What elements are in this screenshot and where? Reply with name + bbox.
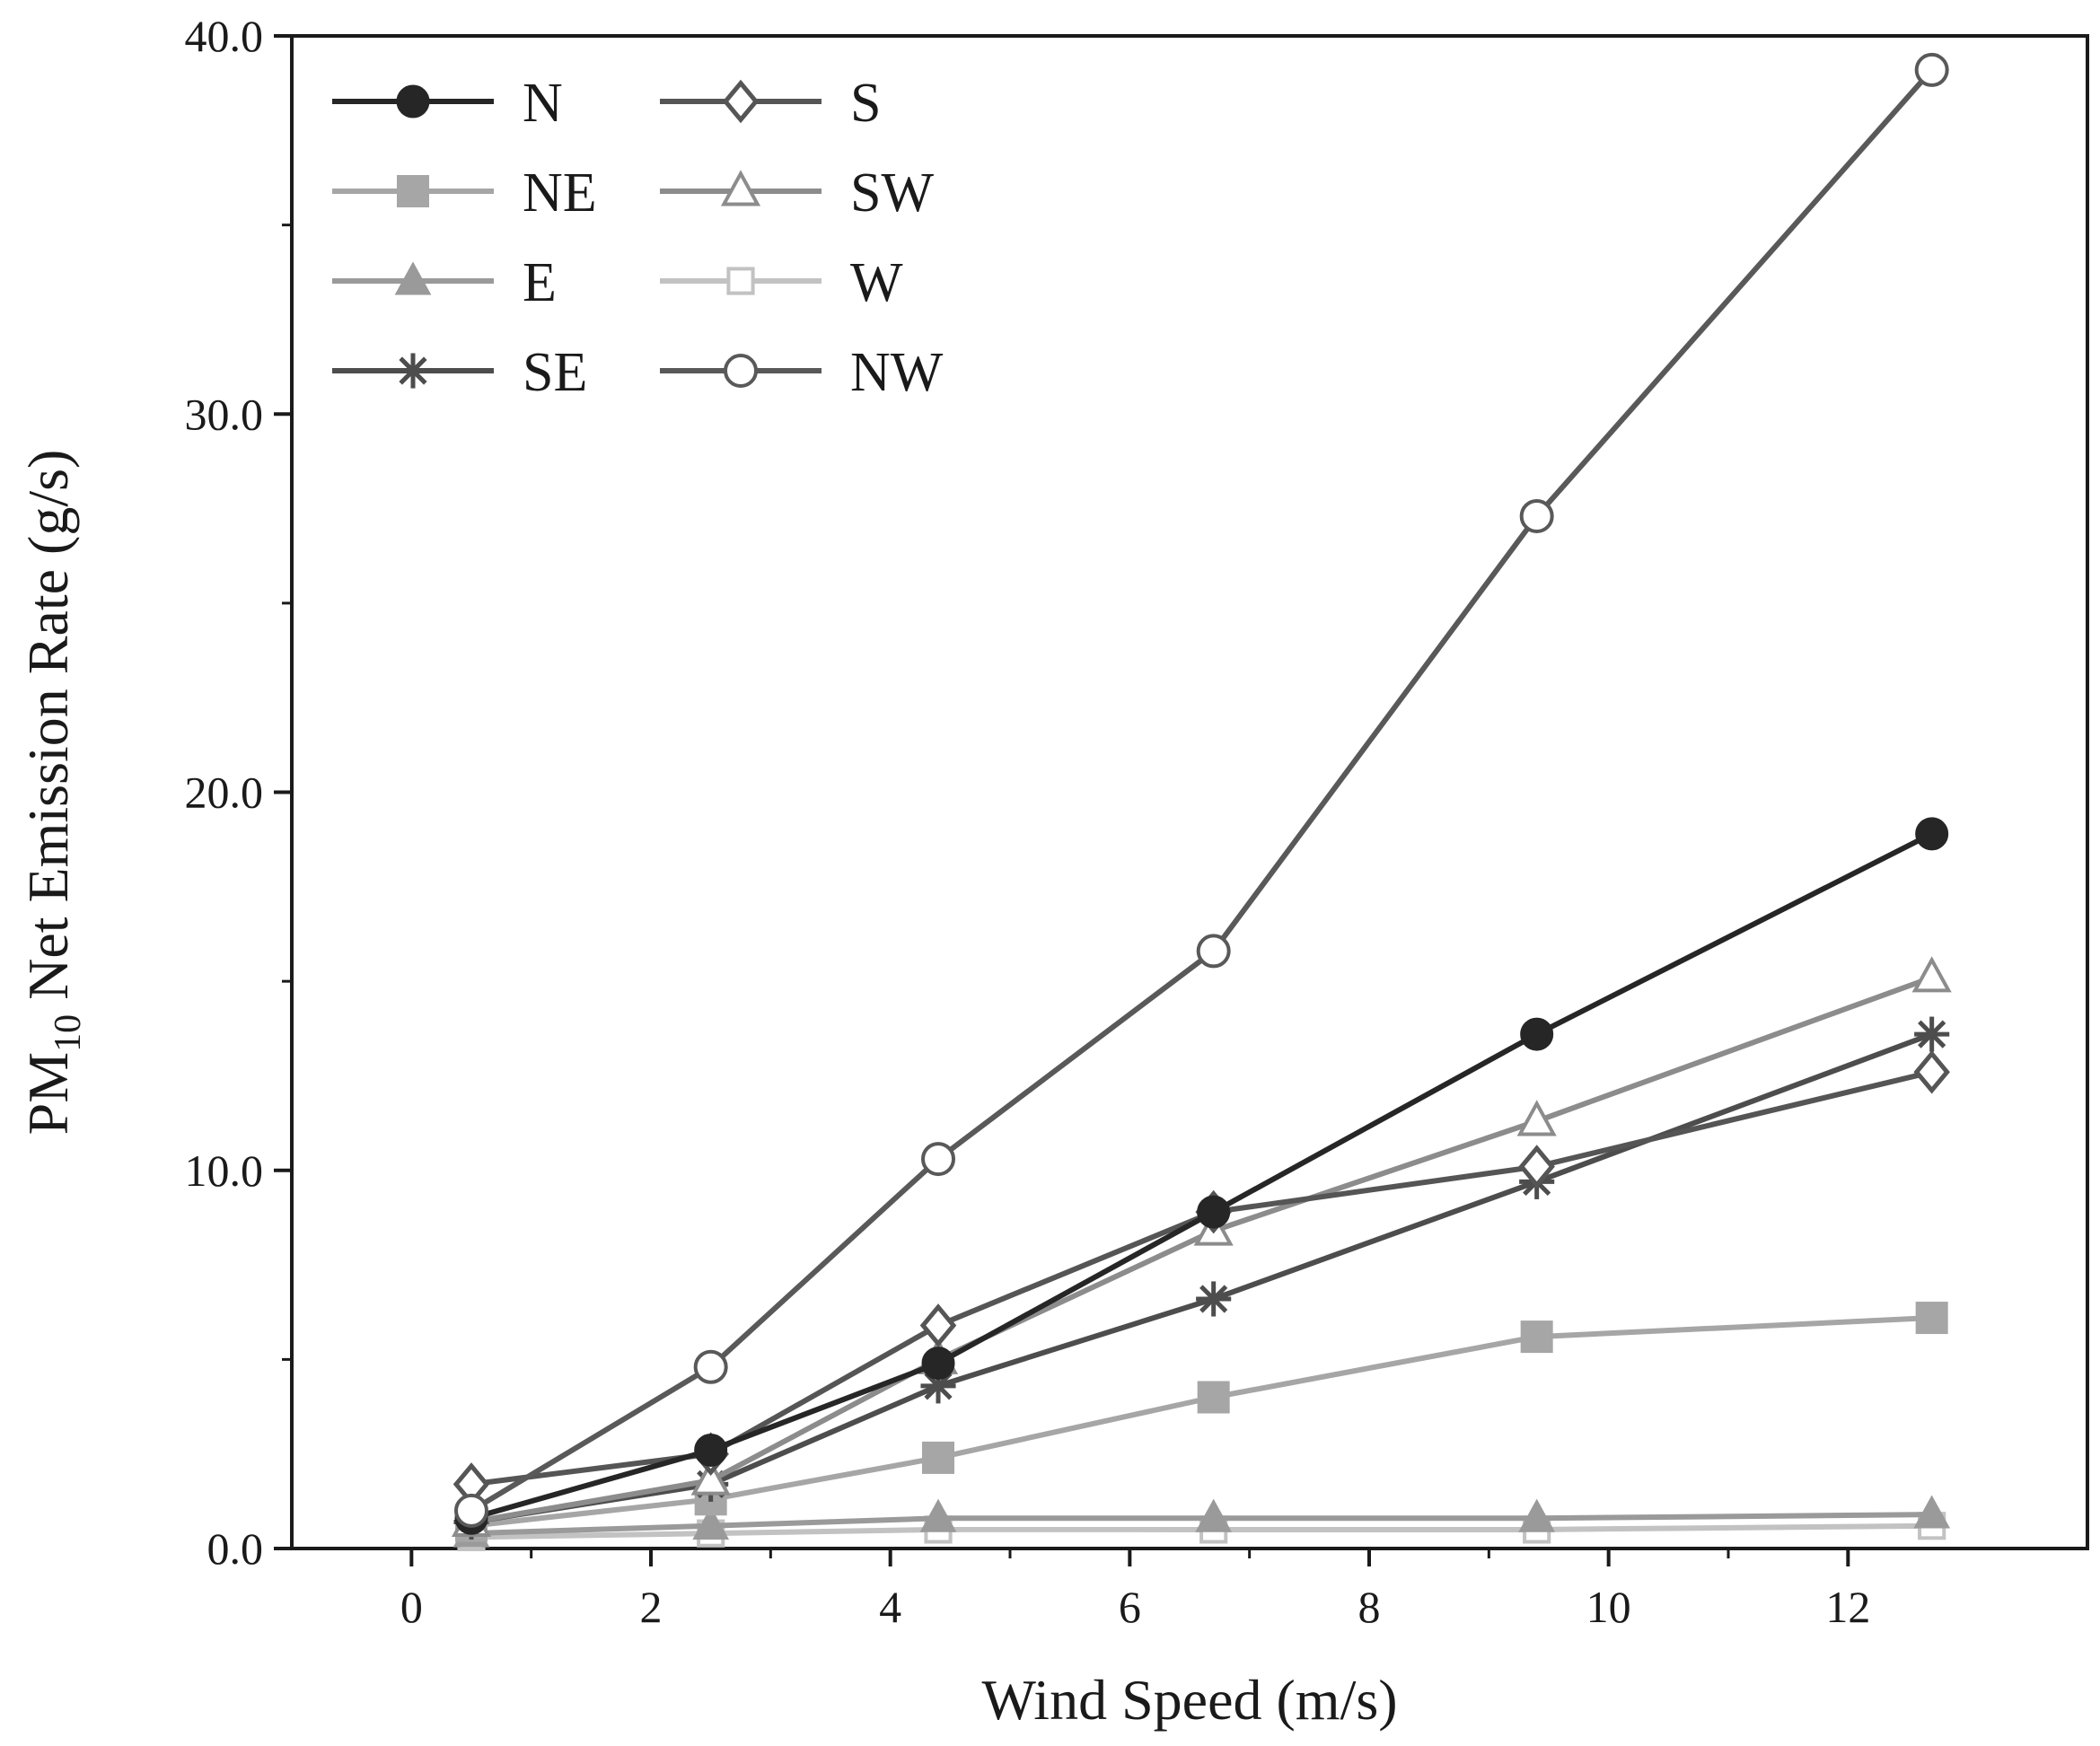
data-point-NW (1914, 52, 1949, 87)
data-point-N (1197, 1195, 1231, 1229)
asterisk-arm (1199, 1285, 1228, 1313)
legend-label: N (523, 73, 563, 134)
legend-item-S: S (660, 73, 881, 134)
data-point-SW (1911, 956, 1952, 993)
series-line-SE (470, 1031, 1933, 1525)
legend-label: W (850, 252, 903, 313)
legend-label: SW (850, 162, 934, 224)
data-point-E (919, 1498, 957, 1532)
marker-filled-circle (396, 84, 430, 118)
y-tick-label: 20.0 (185, 768, 264, 818)
data-point-SW (1516, 1100, 1557, 1136)
legend-label: SE (523, 342, 587, 403)
data-point-NE (1520, 1320, 1553, 1354)
series-NE (455, 1302, 1948, 1542)
data-point-NW (921, 1142, 955, 1177)
x-tick-label: 12 (1825, 1582, 1870, 1632)
series-SW (451, 956, 1952, 1537)
data-point-NW (693, 1349, 728, 1384)
legend: N NE E SE S SW W NW (332, 73, 944, 403)
data-point-S (1518, 1145, 1555, 1189)
legend-label: S (850, 73, 881, 134)
asterisk-arm (399, 356, 427, 385)
data-point-NW (1196, 934, 1231, 969)
y-tick-label: 0.0 (207, 1523, 264, 1574)
data-point-E (1913, 1495, 1951, 1529)
data-point-NW (1519, 498, 1554, 533)
data-point-E (1195, 1498, 1233, 1532)
y-axis-title-prefix: PM (16, 1052, 80, 1136)
data-point-S (1913, 1049, 1950, 1094)
marker-filled-triangle (394, 261, 432, 295)
y-tick-label: 10.0 (185, 1145, 264, 1196)
series-line-SW (470, 975, 1933, 1525)
legend-item-SW: SW (660, 162, 934, 224)
data-point-NE (1915, 1302, 1948, 1335)
asterisk-arm (1918, 1020, 1946, 1048)
x-tick-label: 2 (640, 1582, 663, 1632)
marker-asterisk (395, 353, 431, 389)
asterisk-arm (924, 1372, 953, 1400)
legend-item-NE: NE (332, 162, 597, 224)
series-line-NW (470, 67, 1934, 1513)
series-NW (454, 52, 1949, 1528)
y-tick-label: 40.0 (185, 11, 264, 61)
data-point-N (921, 1347, 955, 1381)
x-axis: 0 2 4 6 8 10 12 (400, 1549, 1870, 1632)
marker-open-triangle (720, 170, 761, 206)
legend-label: E (523, 252, 557, 313)
x-tick-label: 10 (1586, 1582, 1631, 1632)
legend-label: NE (523, 162, 597, 224)
y-axis-title: PM10 Net Emission Rate (g/s) (16, 450, 89, 1136)
series-N (454, 817, 1949, 1535)
data-point-NW (454, 1493, 488, 1528)
y-axis: 0.0 10.0 20.0 30.0 40.0 (185, 11, 292, 1574)
y-tick-label: 30.0 (185, 389, 264, 439)
x-axis-title: Wind Speed (m/s) (981, 1668, 1397, 1732)
series-layer (451, 52, 1952, 1551)
x-tick-label: 6 (1119, 1582, 1141, 1632)
marker-open-diamond (722, 79, 760, 124)
series-line-E (470, 1512, 1932, 1537)
series-S (453, 1049, 1950, 1506)
legend-item-N: N (332, 73, 563, 134)
y-axis-title-suffix: Net Emission Rate (g/s) (16, 450, 80, 1014)
data-point-N (1915, 817, 1949, 851)
series-line-NE (470, 1315, 1932, 1529)
series-line-S (470, 1069, 1933, 1487)
data-point-SE (1196, 1281, 1232, 1317)
data-point-N (1520, 1017, 1554, 1051)
series-line-N (470, 831, 1934, 1522)
data-point-SW (690, 1459, 731, 1496)
marker-open-square (726, 267, 755, 295)
data-point-NE (922, 1441, 954, 1474)
marker-filled-square (397, 175, 429, 207)
x-tick-label: 0 (400, 1582, 423, 1632)
data-point-E (692, 1506, 730, 1540)
data-point-N (694, 1433, 728, 1467)
x-tick-label: 4 (879, 1582, 901, 1632)
legend-item-SE: SE (332, 342, 587, 403)
series-line-W (470, 1522, 1932, 1540)
data-point-NE (1197, 1381, 1230, 1414)
data-point-E (1518, 1498, 1556, 1532)
y-axis-title-subscript: 10 (48, 1014, 89, 1052)
data-point-SE (1914, 1016, 1950, 1052)
x-tick-label: 8 (1358, 1582, 1381, 1632)
data-point-S (919, 1303, 957, 1347)
marker-open-circle (724, 354, 758, 388)
legend-item-W: W (660, 252, 903, 313)
legend-item-E: E (332, 252, 557, 313)
legend-label: NW (850, 342, 944, 403)
legend-item-NW: NW (660, 342, 944, 403)
